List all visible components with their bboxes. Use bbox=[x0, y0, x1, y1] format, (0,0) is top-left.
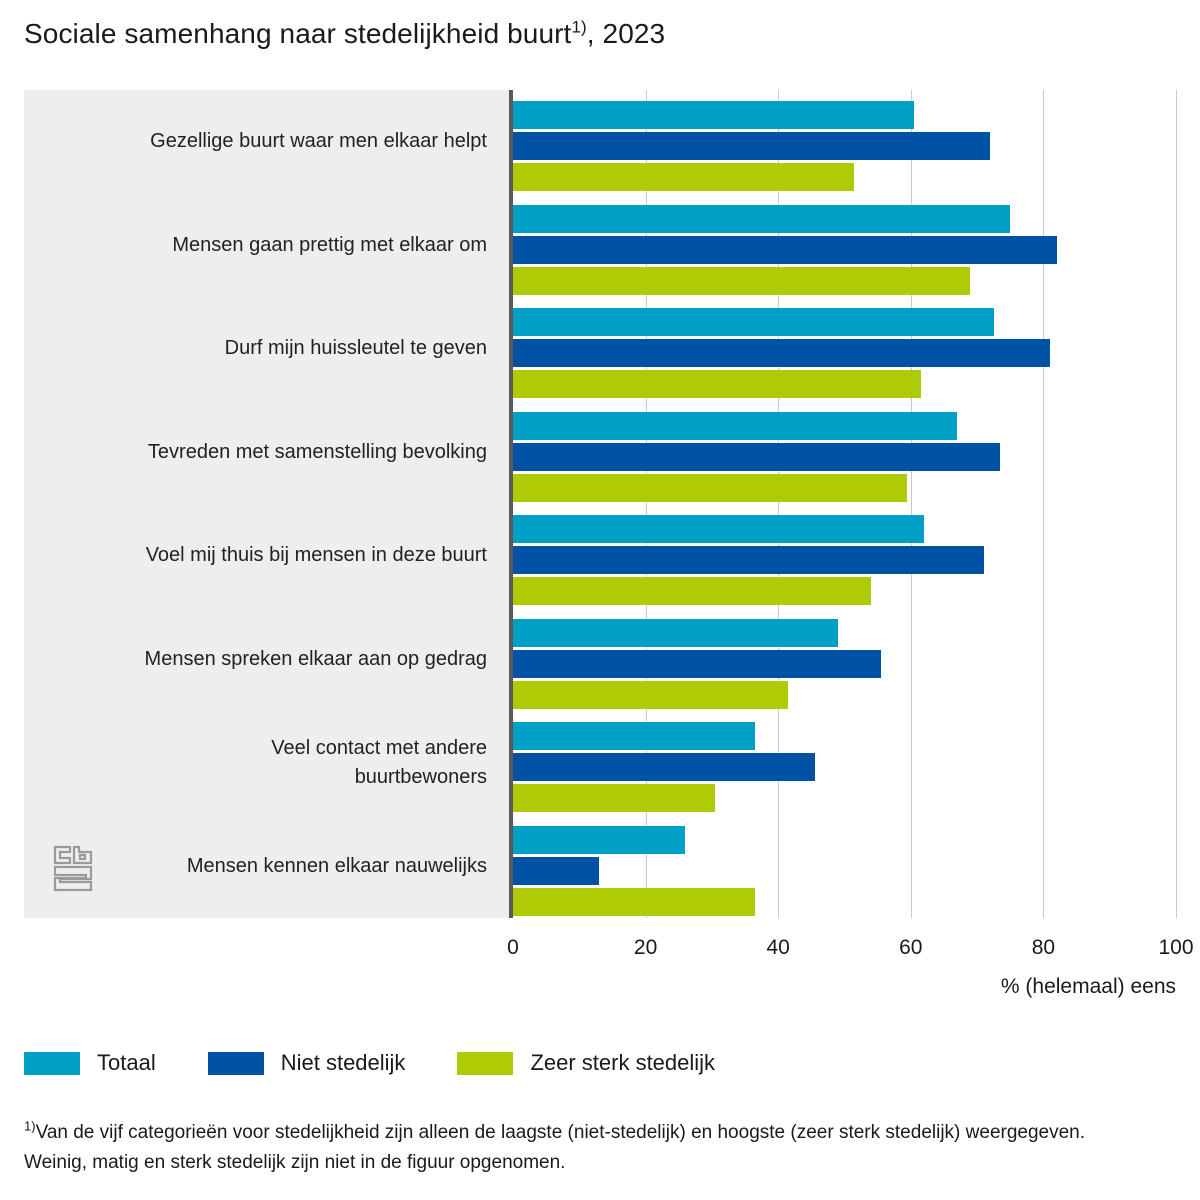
bar-row bbox=[513, 411, 958, 440]
footnote-text: Van de vijf categorieën voor stedelijkhe… bbox=[24, 1122, 1086, 1173]
bar-totaal[interactable] bbox=[513, 825, 686, 854]
bar-totaal[interactable] bbox=[513, 722, 755, 750]
legend-swatch-zeer bbox=[457, 1051, 514, 1075]
legend-item-totaal[interactable]: Totaal bbox=[24, 1050, 156, 1076]
legend: Totaal Niet stedelijk Zeer sterk stedelijk bbox=[24, 1050, 767, 1076]
category-label: Durf mijn huissleutel te geven bbox=[224, 337, 487, 360]
bar-zeer[interactable] bbox=[513, 577, 872, 605]
bar-zeer[interactable] bbox=[513, 266, 971, 295]
legend-swatch-totaal bbox=[24, 1051, 80, 1075]
footnote-marker: 1) bbox=[24, 1118, 36, 1134]
category-label: Mensen kennen elkaar nauwelijks bbox=[186, 854, 487, 877]
bar-row bbox=[513, 235, 1057, 264]
bar-row bbox=[513, 722, 755, 750]
bar-row bbox=[513, 163, 855, 191]
bar-niet[interactable] bbox=[513, 856, 600, 885]
bar-zeer[interactable] bbox=[513, 784, 716, 812]
category-labels: Gezellige buurt waar men elkaar helpt Men… bbox=[24, 90, 509, 918]
bar-totaal[interactable] bbox=[513, 204, 1011, 233]
x-axis-tick: 20 bbox=[633, 936, 658, 959]
title-text: Sociale samenhang naar stedelijkheid buu… bbox=[24, 18, 572, 49]
bar-row bbox=[513, 515, 925, 543]
bar-group bbox=[513, 401, 1176, 505]
bar-row bbox=[513, 784, 716, 812]
bar-group bbox=[513, 711, 1176, 815]
bar-group bbox=[513, 194, 1176, 298]
x-axis-tick: 80 bbox=[1031, 936, 1056, 959]
bar-zeer[interactable] bbox=[513, 680, 789, 709]
legend-label: Zeer sterk stedelijk bbox=[530, 1050, 716, 1075]
bar-row bbox=[513, 887, 755, 916]
bar-totaal[interactable] bbox=[513, 101, 915, 129]
bar-row bbox=[513, 132, 991, 160]
bar-niet[interactable] bbox=[513, 442, 1001, 471]
bar-row bbox=[513, 442, 1001, 471]
x-axis-tick: 100 bbox=[1158, 936, 1194, 959]
gridline bbox=[1176, 90, 1177, 918]
x-axis-tick: 40 bbox=[766, 936, 790, 959]
bar-group bbox=[513, 297, 1176, 401]
bar-niet[interactable] bbox=[513, 132, 991, 160]
bar-totaal[interactable] bbox=[513, 515, 925, 543]
bar-row bbox=[513, 473, 908, 502]
bar-niet[interactable] bbox=[513, 339, 1051, 367]
title-footnote-marker: 1) bbox=[571, 17, 587, 37]
bar-row bbox=[513, 370, 921, 398]
bar-group bbox=[513, 504, 1176, 608]
bar-niet[interactable] bbox=[513, 546, 984, 574]
category-label: Mensen gaan prettig met elkaar om bbox=[172, 233, 487, 256]
plot-region bbox=[513, 90, 1177, 918]
bar-row bbox=[513, 546, 984, 574]
legend-label: Niet stedelijk bbox=[280, 1050, 406, 1075]
axis-unit-label: % (helemaal) eens bbox=[1000, 975, 1176, 998]
page-title: Sociale samenhang naar stedelijkheid buu… bbox=[24, 18, 665, 50]
bar-totaal[interactable] bbox=[513, 411, 958, 440]
footnote: 1)Van de vijf categorieën voor stedelijk… bbox=[24, 1118, 1144, 1178]
bar-row bbox=[513, 649, 881, 678]
bar-row bbox=[513, 339, 1051, 367]
bar-zeer[interactable] bbox=[513, 370, 921, 398]
bar-row bbox=[513, 204, 1011, 233]
bar-row bbox=[513, 753, 815, 781]
bar-row bbox=[513, 577, 872, 605]
bar-row bbox=[513, 825, 686, 854]
legend-swatch-niet bbox=[207, 1051, 264, 1075]
bar-niet[interactable] bbox=[513, 235, 1057, 264]
category-label: Tevreden met samenstelling bevolking bbox=[147, 440, 487, 463]
legend-item-zeer[interactable]: Zeer sterk stedelijk bbox=[457, 1050, 715, 1076]
bar-row bbox=[513, 308, 994, 336]
legend-label: Totaal bbox=[97, 1050, 156, 1075]
bar-groups bbox=[513, 90, 1176, 918]
bar-zeer[interactable] bbox=[513, 887, 755, 916]
value-axis-line bbox=[509, 90, 513, 918]
category-label: Veel contact met andere buurtbewoners bbox=[271, 736, 487, 788]
bar-zeer[interactable] bbox=[513, 473, 908, 502]
bar-row bbox=[513, 266, 971, 295]
category-label: Mensen spreken elkaar aan op gedrag bbox=[144, 647, 487, 670]
bar-group bbox=[513, 608, 1176, 712]
title-suffix: , 2023 bbox=[586, 18, 666, 49]
bar-niet[interactable] bbox=[513, 753, 815, 781]
bar-row bbox=[513, 856, 600, 885]
bar-totaal[interactable] bbox=[513, 618, 838, 647]
category-label-panel bbox=[24, 90, 509, 918]
chart-area: Gezellige buurt waar men elkaar helpt Men… bbox=[24, 90, 1194, 959]
cbs-logo bbox=[50, 844, 96, 894]
bar-zeer[interactable] bbox=[513, 163, 855, 191]
bar-niet[interactable] bbox=[513, 649, 881, 678]
x-axis-tick: 60 bbox=[899, 936, 923, 959]
bar-row bbox=[513, 680, 789, 709]
bar-row bbox=[513, 618, 838, 647]
x-axis-tick: 0 bbox=[507, 936, 519, 959]
bar-totaal[interactable] bbox=[513, 308, 994, 336]
category-label: Voel mij thuis bij mensen in deze buurt bbox=[145, 544, 487, 567]
bar-group bbox=[513, 90, 1176, 194]
category-label: Gezellige buurt waar men elkaar helpt bbox=[150, 130, 487, 153]
legend-item-niet[interactable]: Niet stedelijk bbox=[207, 1050, 406, 1076]
x-axis: 0 20 40 60 80 100 bbox=[507, 918, 1193, 964]
bar-group bbox=[513, 815, 1176, 919]
bar-row bbox=[513, 101, 915, 129]
